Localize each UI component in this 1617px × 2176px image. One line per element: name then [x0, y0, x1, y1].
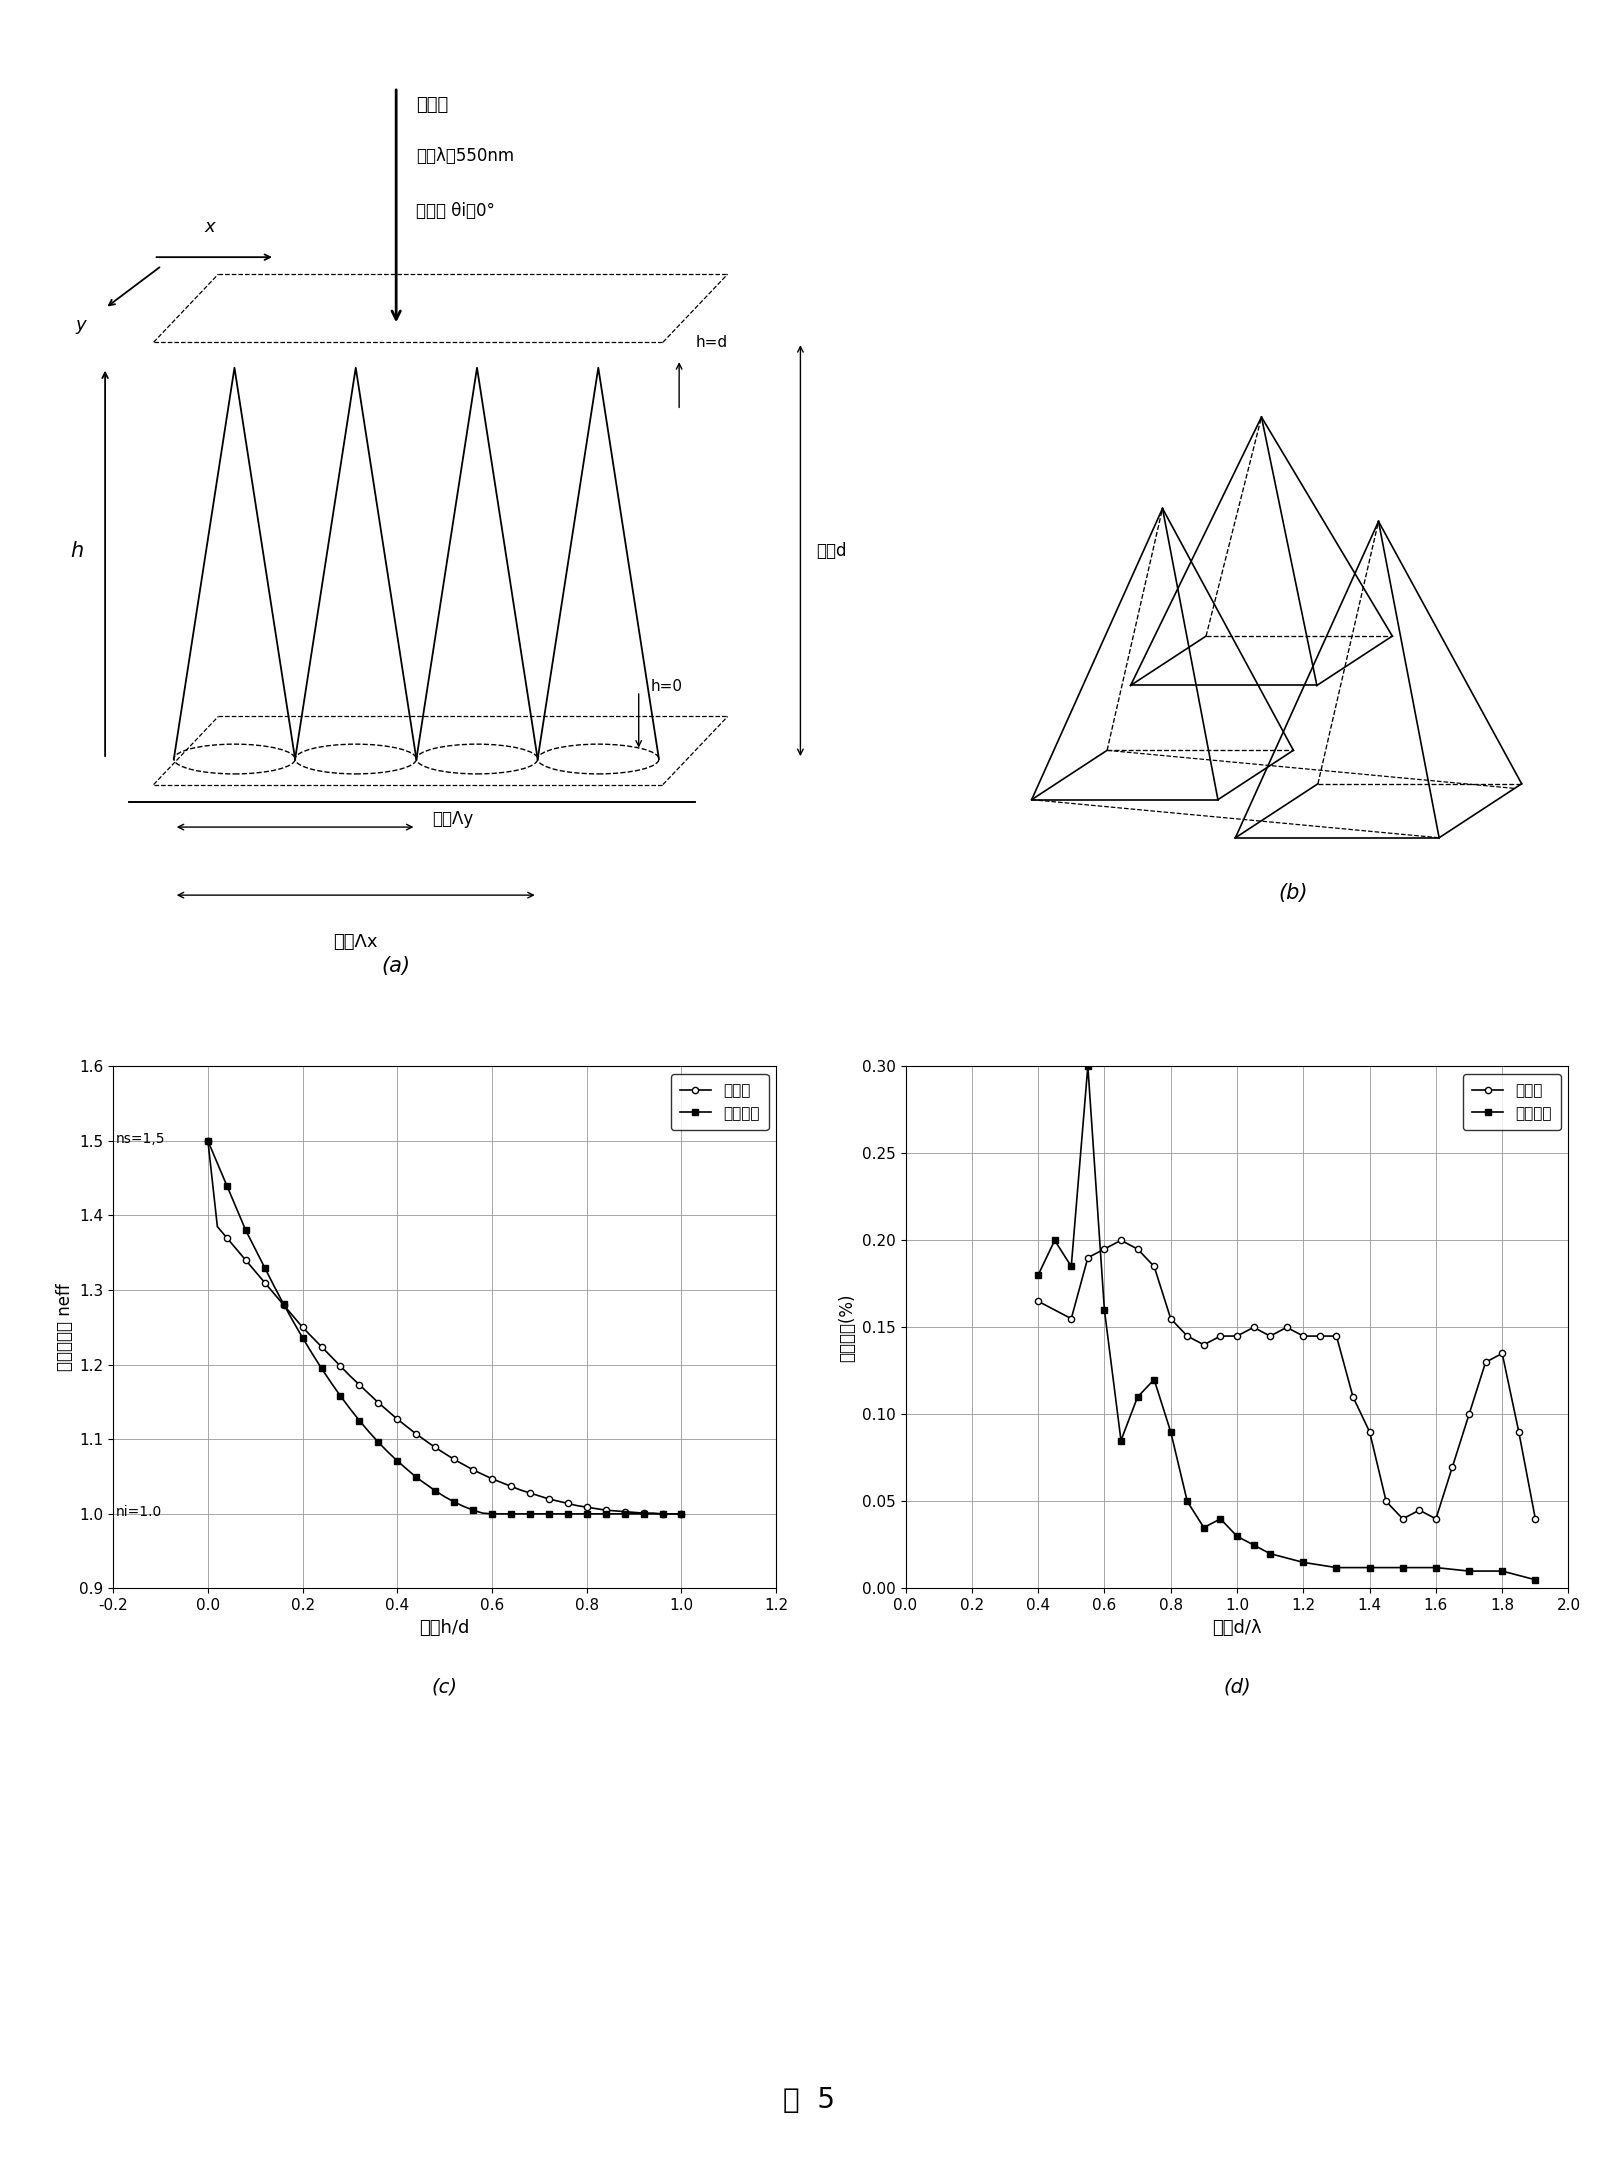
- 圆锥体: [1095, 1236, 1114, 1262]
- 圆锥体: [1277, 1314, 1297, 1340]
- Line: 圆锥体: 圆锥体: [205, 1138, 684, 1517]
- 四棱锥体: [548, 1501, 568, 1528]
- 四棱锥体: [521, 1501, 540, 1528]
- 四棱锥体: [1328, 1554, 1347, 1580]
- 圆锥体: [349, 1371, 369, 1397]
- Text: 图  5: 图 5: [783, 2087, 834, 2113]
- 四棱锥体: [1227, 1523, 1247, 1549]
- 圆锥体: [1410, 1497, 1429, 1523]
- X-axis label: 高度d/λ: 高度d/λ: [1213, 1619, 1261, 1636]
- 圆锥体: [1526, 1506, 1546, 1532]
- 四棱锥体: [1111, 1427, 1130, 1454]
- 圆锥体: [1028, 1288, 1048, 1314]
- 圆锥体: [1177, 1323, 1197, 1349]
- 圆锥体: [671, 1501, 690, 1528]
- 圆锥体: [1195, 1332, 1214, 1358]
- Text: h=d: h=d: [695, 335, 728, 350]
- 四棱锥体: [199, 1127, 218, 1153]
- Text: x: x: [205, 218, 215, 237]
- 圆锥体: [1394, 1506, 1413, 1532]
- 圆锥体: [1476, 1349, 1496, 1375]
- X-axis label: 高度h/d: 高度h/d: [419, 1619, 471, 1636]
- 圆锥体: [653, 1501, 673, 1528]
- 四棱锥体: [1492, 1558, 1512, 1584]
- 圆锥体: [1360, 1419, 1379, 1445]
- Text: 周期Λx: 周期Λx: [333, 934, 378, 951]
- Text: ns=1,5: ns=1,5: [115, 1132, 165, 1145]
- Legend: 圆锥体, 四棱锥体: 圆锥体, 四棱锥体: [1463, 1075, 1560, 1129]
- Text: 波长λ＝550nm: 波长λ＝550nm: [416, 146, 514, 165]
- 圆锥体: [340, 1362, 359, 1388]
- 圆锥体: [1426, 1506, 1446, 1532]
- 四棱锥体: [302, 1340, 322, 1367]
- 四棱锥体: [1095, 1297, 1114, 1323]
- 圆锥体: [538, 1486, 558, 1512]
- Text: ni=1.0: ni=1.0: [115, 1504, 162, 1519]
- 圆锥体: [663, 1501, 682, 1528]
- 圆锥体: [1161, 1306, 1180, 1332]
- Line: 四棱锥体: 四棱锥体: [1035, 1064, 1538, 1582]
- 圆锥体: [1062, 1306, 1082, 1332]
- 圆锥体: [1376, 1488, 1395, 1514]
- 四棱锥体: [1145, 1367, 1164, 1393]
- 圆锥体: [1261, 1323, 1281, 1349]
- 四棱锥体: [1079, 1053, 1098, 1079]
- 四棱锥体: [1394, 1554, 1413, 1580]
- 四棱锥体: [1062, 1253, 1082, 1279]
- 四棱锥体: [1045, 1227, 1064, 1253]
- Text: (c): (c): [432, 1678, 458, 1697]
- Legend: 圆锥体, 四棱锥体: 圆锥体, 四棱锥体: [671, 1075, 768, 1129]
- 圆锥体: [1111, 1227, 1130, 1253]
- 四棱锥体: [340, 1395, 359, 1421]
- Line: 圆锥体: 圆锥体: [1035, 1238, 1538, 1521]
- 圆锥体: [1294, 1323, 1313, 1349]
- 圆锥体: [302, 1323, 322, 1349]
- 四棱锥体: [1211, 1506, 1231, 1532]
- 四棱锥体: [1177, 1488, 1197, 1514]
- 四棱锥体: [671, 1501, 690, 1528]
- Text: h: h: [70, 540, 84, 561]
- 四棱锥体: [1195, 1514, 1214, 1541]
- Text: (b): (b): [1279, 883, 1308, 903]
- 圆锥体: [1492, 1340, 1512, 1367]
- 圆锥体: [1328, 1323, 1347, 1349]
- 四棱锥体: [1360, 1554, 1379, 1580]
- 圆锥体: [1227, 1323, 1247, 1349]
- 圆锥体: [1129, 1236, 1148, 1262]
- 四棱锥体: [1261, 1541, 1281, 1567]
- 圆锥体: [1145, 1253, 1164, 1279]
- Text: 入射角 θi＝0°: 入射角 θi＝0°: [416, 202, 495, 220]
- 四棱锥体: [1294, 1549, 1313, 1575]
- 圆锥体: [1079, 1245, 1098, 1271]
- 圆锥体: [199, 1127, 218, 1153]
- 四棱锥体: [1426, 1554, 1446, 1580]
- Text: 入射光: 入射光: [416, 96, 448, 113]
- 四棱锥体: [1460, 1558, 1480, 1584]
- Text: h=0: h=0: [650, 679, 682, 694]
- 圆锥体: [1509, 1419, 1528, 1445]
- Text: (d): (d): [1222, 1678, 1252, 1697]
- 圆锥体: [1442, 1454, 1462, 1480]
- 四棱锥体: [1526, 1567, 1546, 1593]
- 四棱锥体: [1243, 1532, 1263, 1558]
- 圆锥体: [1211, 1323, 1231, 1349]
- 圆锥体: [1310, 1323, 1329, 1349]
- 四棱锥体: [663, 1501, 682, 1528]
- 四棱锥体: [1161, 1419, 1180, 1445]
- 四棱锥体: [349, 1408, 369, 1434]
- Y-axis label: 有效折射率 neff: 有效折射率 neff: [55, 1284, 74, 1371]
- Text: 高度d: 高度d: [817, 542, 847, 559]
- 四棱锥体: [1129, 1384, 1148, 1410]
- Text: 周期Λy: 周期Λy: [432, 809, 474, 827]
- 圆锥体: [1243, 1314, 1263, 1340]
- 四棱锥体: [482, 1501, 501, 1528]
- Line: 四棱锥体: 四棱锥体: [205, 1138, 684, 1517]
- Text: (a): (a): [382, 955, 411, 975]
- 圆锥体: [1460, 1401, 1480, 1427]
- 四棱锥体: [1028, 1262, 1048, 1288]
- Text: y: y: [76, 316, 86, 335]
- Y-axis label: 负演效率(%): 负演效率(%): [838, 1293, 857, 1362]
- 圆锥体: [511, 1478, 530, 1504]
- 圆锥体: [1344, 1384, 1363, 1410]
